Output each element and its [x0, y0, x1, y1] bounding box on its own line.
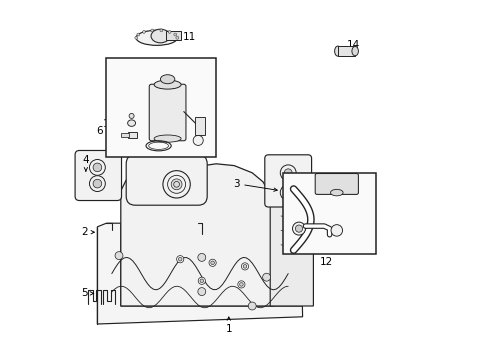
Bar — [338, 46, 355, 56]
Circle shape — [93, 179, 102, 188]
Circle shape — [129, 113, 134, 118]
Circle shape — [209, 259, 216, 266]
Circle shape — [90, 176, 105, 192]
Bar — [106, 58, 216, 157]
Circle shape — [168, 31, 171, 33]
Circle shape — [198, 277, 205, 284]
Circle shape — [280, 165, 296, 181]
Circle shape — [284, 169, 292, 177]
Ellipse shape — [160, 75, 175, 84]
Circle shape — [168, 175, 186, 193]
Ellipse shape — [136, 30, 177, 45]
Ellipse shape — [335, 46, 341, 56]
Circle shape — [176, 36, 179, 39]
Circle shape — [242, 263, 248, 270]
Circle shape — [163, 171, 190, 198]
Circle shape — [135, 36, 138, 39]
Bar — [128, 132, 137, 138]
Text: 10: 10 — [102, 119, 123, 129]
Circle shape — [240, 283, 243, 286]
Circle shape — [263, 273, 270, 281]
Text: 5: 5 — [81, 288, 94, 298]
Ellipse shape — [154, 80, 181, 89]
Ellipse shape — [330, 189, 343, 196]
Bar — [283, 173, 376, 254]
Text: 7: 7 — [133, 147, 145, 157]
Text: 4: 4 — [83, 155, 89, 171]
Circle shape — [174, 33, 177, 36]
Circle shape — [90, 159, 105, 175]
Circle shape — [115, 252, 123, 260]
Circle shape — [198, 288, 206, 296]
Text: 14: 14 — [342, 40, 360, 50]
FancyBboxPatch shape — [75, 150, 122, 201]
Circle shape — [200, 279, 204, 283]
Ellipse shape — [154, 135, 181, 142]
Circle shape — [248, 302, 256, 310]
FancyBboxPatch shape — [315, 174, 358, 194]
Ellipse shape — [352, 46, 358, 56]
Text: 13: 13 — [303, 210, 318, 223]
Text: 9: 9 — [108, 131, 122, 141]
Circle shape — [178, 257, 182, 261]
Ellipse shape — [151, 29, 170, 43]
Text: 2: 2 — [81, 227, 95, 237]
Circle shape — [331, 225, 343, 236]
Circle shape — [143, 31, 146, 33]
Text: 8: 8 — [201, 123, 214, 133]
Circle shape — [238, 281, 245, 288]
Circle shape — [93, 163, 102, 172]
Circle shape — [193, 135, 203, 145]
Bar — [121, 133, 129, 137]
Circle shape — [293, 222, 305, 235]
Polygon shape — [270, 196, 314, 306]
Circle shape — [280, 185, 296, 201]
FancyBboxPatch shape — [265, 155, 312, 207]
Circle shape — [211, 261, 215, 265]
Text: 12: 12 — [319, 257, 333, 267]
Polygon shape — [121, 164, 303, 306]
FancyBboxPatch shape — [149, 84, 186, 141]
Text: 11: 11 — [176, 32, 196, 42]
Circle shape — [243, 265, 247, 268]
Circle shape — [295, 225, 303, 232]
Circle shape — [198, 253, 206, 261]
Circle shape — [174, 181, 179, 187]
Circle shape — [151, 29, 154, 32]
Text: 3: 3 — [233, 179, 277, 191]
Circle shape — [137, 33, 140, 36]
FancyBboxPatch shape — [126, 155, 207, 205]
Polygon shape — [98, 223, 303, 324]
Text: 1: 1 — [225, 317, 232, 334]
Ellipse shape — [127, 120, 136, 126]
Text: 6: 6 — [97, 126, 117, 136]
Circle shape — [160, 29, 163, 32]
Circle shape — [176, 256, 184, 263]
Circle shape — [171, 179, 182, 190]
Bar — [166, 31, 181, 40]
Bar — [195, 117, 205, 135]
Circle shape — [284, 189, 292, 197]
